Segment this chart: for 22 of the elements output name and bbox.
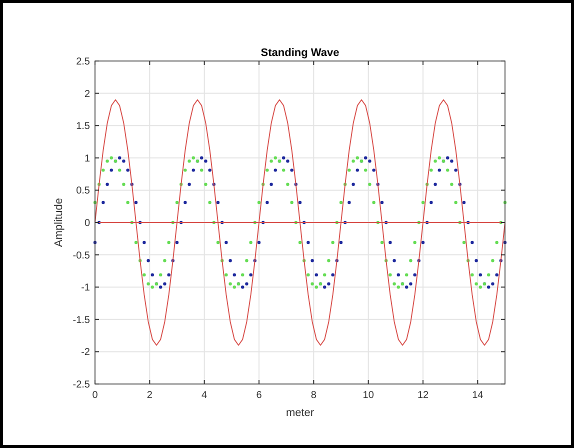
x-tick-label: 10 [362,390,374,401]
x-tick-label: 0 [92,390,98,401]
chart-title: Standing Wave [260,47,340,59]
y-tick-label: -2.5 [72,380,90,390]
x-tick-label: 12 [417,390,429,401]
x-tick-label: 4 [202,390,208,401]
y-tick-label: 1 [84,153,90,164]
y-tick-label: 1.5 [76,121,90,132]
y-tick-label: 2 [84,88,90,100]
x-tick-label: 6 [256,390,262,401]
x-tick-label: 14 [472,390,484,401]
x-tick-label: 8 [310,390,317,401]
y-tick-label: -1.5 [72,314,90,326]
y-axis-title: Amplitude [53,198,65,247]
x-tick-label: 2 [146,390,153,401]
y-tick-label: 0.5 [76,186,90,197]
y-tick-label: -2 [81,347,90,358]
y-tick-label: -1 [81,282,90,294]
y-tick-label: -0.5 [72,250,90,262]
x-axis-title: meter [286,407,314,419]
y-tick-label: 0 [84,218,90,229]
y-tick-label: 2.5 [76,56,90,68]
